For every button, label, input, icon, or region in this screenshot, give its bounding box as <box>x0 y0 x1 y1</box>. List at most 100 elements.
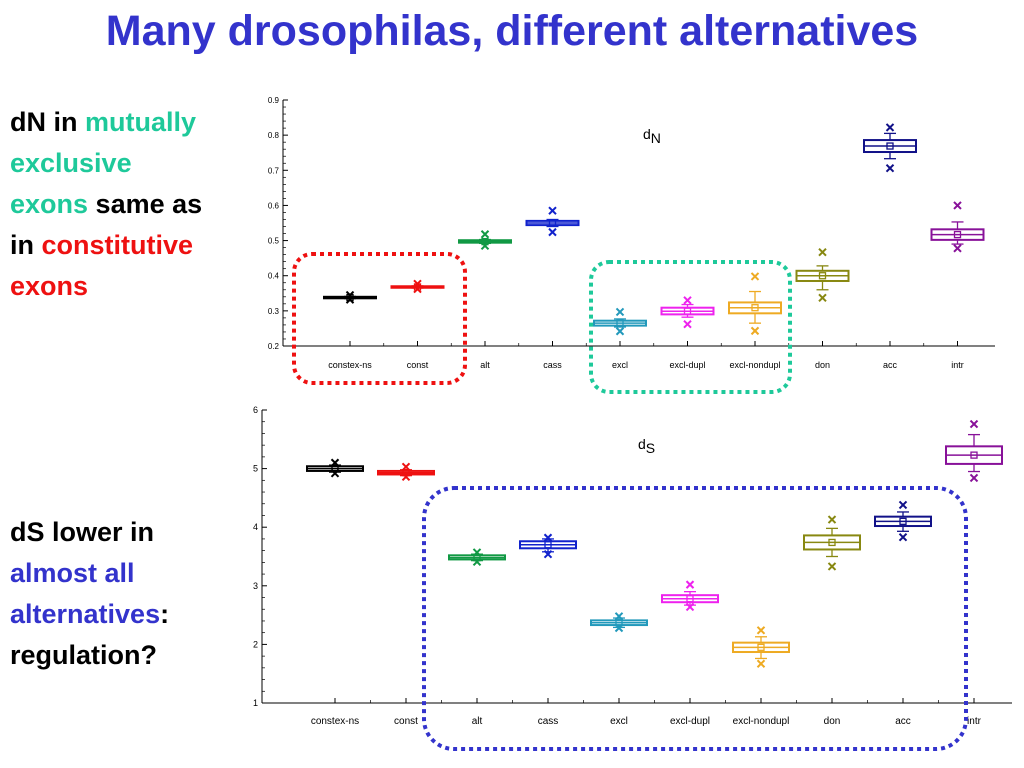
x-tick-label-cass: cass <box>538 716 559 727</box>
marker-stroke <box>898 500 908 510</box>
mean-marker-intr <box>953 230 962 239</box>
min-marker-acc <box>898 532 908 542</box>
y-tick-label: 2 <box>253 639 258 649</box>
min-marker-excl <box>615 327 625 336</box>
x-tick-label-cass: cass <box>543 360 562 370</box>
max-marker-cass <box>543 533 553 542</box>
x-tick-label-const: const <box>394 716 418 727</box>
x-tick-label-acc: acc <box>895 716 911 727</box>
marker-stroke <box>683 296 692 305</box>
marker-stroke <box>953 244 962 253</box>
mean-marker-excl-nondupl <box>757 643 765 651</box>
mean-marker-excl-dupl <box>683 307 692 315</box>
marker-stroke <box>345 290 355 300</box>
max-marker-excl-dupl <box>683 296 692 305</box>
min-marker-cass <box>543 549 553 559</box>
min-marker-excl-nondupl <box>750 326 760 336</box>
marker-stroke <box>685 580 695 589</box>
x-tick-label-don: don <box>815 360 830 370</box>
mean-marker-cass <box>544 541 552 549</box>
y-tick-label: 1 <box>253 698 258 708</box>
y-tick-label: 0.9 <box>268 96 280 105</box>
marker-stroke <box>885 163 895 173</box>
marker-stroke <box>969 473 979 483</box>
mean-marker-excl <box>616 319 624 327</box>
highlight-mutually-exclusive <box>589 260 792 394</box>
x-tick-label-constex-ns: constex-ns <box>328 360 372 370</box>
marker-stroke <box>401 462 411 472</box>
x-tick-label-excl: excl <box>612 360 628 370</box>
max-marker-alt <box>472 548 482 557</box>
min-marker-cass <box>548 227 557 237</box>
y-tick-label: 5 <box>253 464 258 474</box>
annotation-ds-part-2: : regulation? <box>10 599 170 670</box>
x-tick-label-don: don <box>824 716 841 727</box>
x-tick-label-intr: intr <box>967 716 982 727</box>
marker-stroke <box>330 458 340 467</box>
x-tick-label-intr: intr <box>951 360 964 370</box>
max-marker-constex-ns <box>330 458 340 467</box>
highlight-boxes <box>292 252 968 751</box>
marker-stroke <box>472 557 482 566</box>
marker-stroke <box>548 227 557 237</box>
y-tick-label: 0.6 <box>268 201 280 210</box>
mean-marker-don <box>818 272 827 280</box>
x-tick-label-excl-nondupl: excl-nondupl <box>733 716 790 727</box>
marker-stroke <box>685 602 695 612</box>
marker-stroke <box>818 293 827 303</box>
min-marker-don <box>818 293 827 303</box>
highlight-alternatives <box>422 486 968 751</box>
annotation-dn: dN in mutually exclusive exons same as i… <box>10 102 215 307</box>
max-marker-intr <box>953 201 962 210</box>
chart-title: dN <box>643 126 661 146</box>
min-marker-intr <box>969 473 979 483</box>
mean-marker-acc <box>886 142 894 150</box>
marker-stroke <box>756 659 766 668</box>
marker-stroke <box>614 612 624 621</box>
marker-stroke <box>818 247 827 257</box>
marker-stroke <box>614 623 624 633</box>
max-marker-const <box>413 279 422 289</box>
marker-stroke <box>885 123 895 132</box>
marker-stroke <box>750 272 760 281</box>
chart-title-subscript: N <box>651 130 661 146</box>
y-tick-label: 0.3 <box>268 307 280 316</box>
max-marker-excl <box>615 307 625 317</box>
min-marker-intr <box>953 244 962 253</box>
annotation-dn-part-0: dN in <box>10 107 85 137</box>
ds-chart: 1 2 3 4 5 6 constex-ns const alt cass excl excl-dup… <box>253 405 1012 727</box>
max-marker-acc <box>885 123 895 132</box>
marker-stroke <box>543 549 553 559</box>
x-tick-label-const: const <box>407 360 429 370</box>
min-marker-constex-ns <box>330 469 340 478</box>
y-tick-label: 4 <box>253 522 258 532</box>
highlight-constitutive <box>292 252 467 385</box>
annotation-ds-part-0: dS lower in <box>10 517 155 547</box>
annotation-dn-part-3: constitutive exons <box>10 230 194 301</box>
marker-stroke <box>898 532 908 542</box>
x-tick-label-excl-dupl: excl-dupl <box>670 716 710 727</box>
marker-stroke <box>827 515 837 524</box>
max-marker-alt <box>480 230 490 239</box>
marker-stroke <box>401 472 411 482</box>
marker-stroke <box>472 548 482 557</box>
mean-marker-cass <box>548 219 557 227</box>
annotation-ds: dS lower in almost all alternatives: reg… <box>10 512 225 676</box>
max-marker-cass <box>548 206 557 215</box>
mean-marker-intr <box>970 451 978 459</box>
max-marker-excl-dupl <box>685 580 695 589</box>
y-tick-label: 0.8 <box>268 131 280 140</box>
min-marker-don <box>827 562 837 571</box>
annotation-dn-part-1: mutually exclusive exons <box>10 107 197 219</box>
marker-stroke <box>953 201 962 210</box>
y-tick-label: 3 <box>253 581 258 591</box>
max-marker-excl-nondupl <box>756 626 766 635</box>
y-tick-label: 0.5 <box>268 237 280 246</box>
y-tick-label: 0.2 <box>268 342 280 351</box>
min-marker-acc <box>885 163 895 173</box>
marker-stroke <box>683 320 692 329</box>
mean-marker-excl-dupl <box>686 595 694 603</box>
mean-marker-acc <box>899 517 907 525</box>
marker-stroke <box>480 230 490 239</box>
